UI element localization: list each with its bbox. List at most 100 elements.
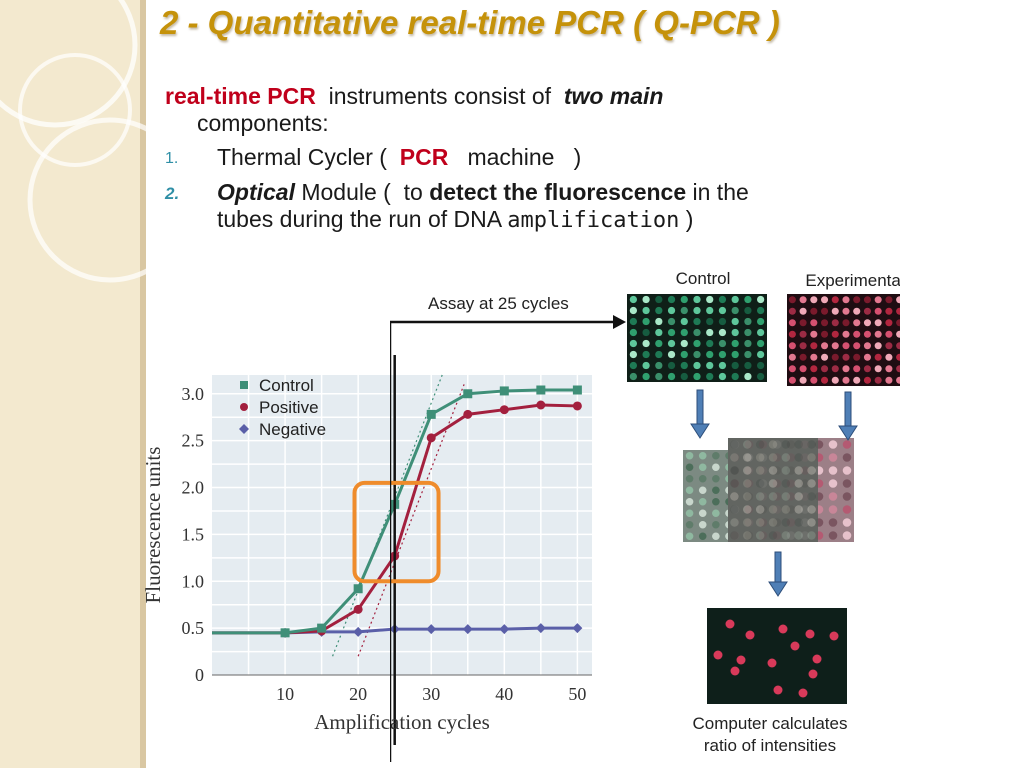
microarray-panel: Assay at 25 cycles Control Experimental …	[390, 269, 900, 762]
spot	[885, 296, 893, 304]
spot	[629, 361, 637, 370]
spot	[788, 365, 796, 373]
spot	[874, 307, 882, 315]
spot	[799, 353, 807, 361]
y-tick-label: 2.0	[182, 478, 205, 498]
spot	[853, 353, 861, 361]
spot	[743, 505, 752, 514]
data-point-positive	[536, 400, 546, 410]
spot	[821, 365, 829, 373]
spot	[685, 532, 694, 541]
spot	[680, 328, 688, 337]
spot	[655, 328, 663, 337]
spot	[794, 466, 803, 475]
spot	[718, 361, 727, 370]
spot	[842, 365, 850, 373]
spot	[655, 361, 663, 370]
spot	[712, 474, 720, 483]
spot	[853, 319, 861, 327]
result-grid	[707, 608, 847, 704]
item-1-text: Thermal Cycler ( PCR machine )	[217, 144, 581, 171]
spot	[842, 376, 850, 384]
item-2-line2-text: tubes during the run of DNA	[217, 206, 508, 232]
y-tick-label: 1.5	[182, 524, 205, 544]
spot	[655, 372, 663, 381]
spot	[807, 479, 816, 488]
item-2-number: 2.	[165, 184, 180, 203]
spot	[655, 306, 663, 315]
intro-line: real-time PCR instruments consist of two…	[165, 83, 663, 110]
pcr-amplification-chart: 10 20 30 40 50 0 0.5 1.0 1.5 2.0 2.5 3.0 Amplificat…	[141, 355, 592, 745]
spot	[810, 353, 818, 361]
spot	[757, 339, 765, 348]
data-point-positive	[499, 405, 509, 415]
caption-line-2: ratio of intensities	[704, 736, 836, 755]
data-point-control	[280, 628, 290, 638]
item-2-tail: )	[679, 206, 694, 232]
result-spot	[829, 631, 839, 641]
spot	[810, 319, 818, 327]
spot	[863, 319, 871, 327]
y-tick-label: 2.5	[182, 431, 205, 451]
spot	[712, 486, 720, 495]
arrow-result-down-shaft	[774, 551, 782, 585]
spot	[680, 339, 688, 348]
spot	[842, 307, 850, 315]
spot	[807, 492, 816, 501]
arrow-experimental-down	[838, 391, 858, 441]
spot	[698, 497, 707, 506]
data-point-negative	[572, 623, 583, 634]
spot	[874, 296, 882, 304]
spot	[744, 295, 752, 304]
positive-tangent-line	[357, 384, 465, 657]
result-spot	[773, 685, 783, 695]
spot	[831, 342, 839, 350]
spot	[685, 463, 694, 472]
spot	[781, 505, 791, 514]
highlight-box	[352, 480, 441, 584]
arrow-experimental-down-shaft	[844, 391, 852, 429]
x-axis-label: Amplification cycles	[314, 710, 490, 734]
spot	[731, 306, 739, 315]
spot	[863, 365, 871, 373]
spot	[788, 319, 796, 327]
spot	[680, 317, 688, 326]
spot	[810, 330, 818, 338]
spot	[667, 350, 676, 359]
spot	[755, 453, 765, 462]
spot	[828, 479, 838, 488]
spot	[863, 296, 871, 304]
spot	[781, 440, 791, 449]
spot	[896, 365, 900, 373]
spot	[794, 518, 803, 527]
x-tick-label: 50	[568, 684, 586, 704]
spot	[744, 350, 752, 359]
spot	[788, 376, 796, 384]
spot	[799, 376, 807, 384]
spot	[718, 328, 727, 337]
spot	[685, 509, 694, 518]
result-spot	[798, 688, 808, 698]
spot	[831, 353, 839, 361]
spot	[685, 451, 694, 460]
merged-grid-overlap	[728, 438, 818, 542]
spot	[655, 339, 663, 348]
spot	[799, 307, 807, 315]
spot	[842, 319, 850, 327]
intro-line-2: components:	[197, 110, 329, 136]
x-tick-label: 10	[276, 684, 294, 704]
spot	[853, 307, 861, 315]
spot	[755, 440, 765, 449]
spot	[799, 365, 807, 373]
spot	[706, 317, 714, 326]
spot	[667, 295, 676, 304]
spot	[731, 372, 739, 381]
spot	[744, 339, 752, 348]
spot	[807, 531, 816, 540]
spot	[788, 342, 796, 350]
data-point-control	[572, 385, 582, 395]
data-point-control	[463, 389, 473, 399]
spot	[730, 531, 739, 540]
spot	[842, 505, 852, 514]
spot	[874, 342, 882, 350]
